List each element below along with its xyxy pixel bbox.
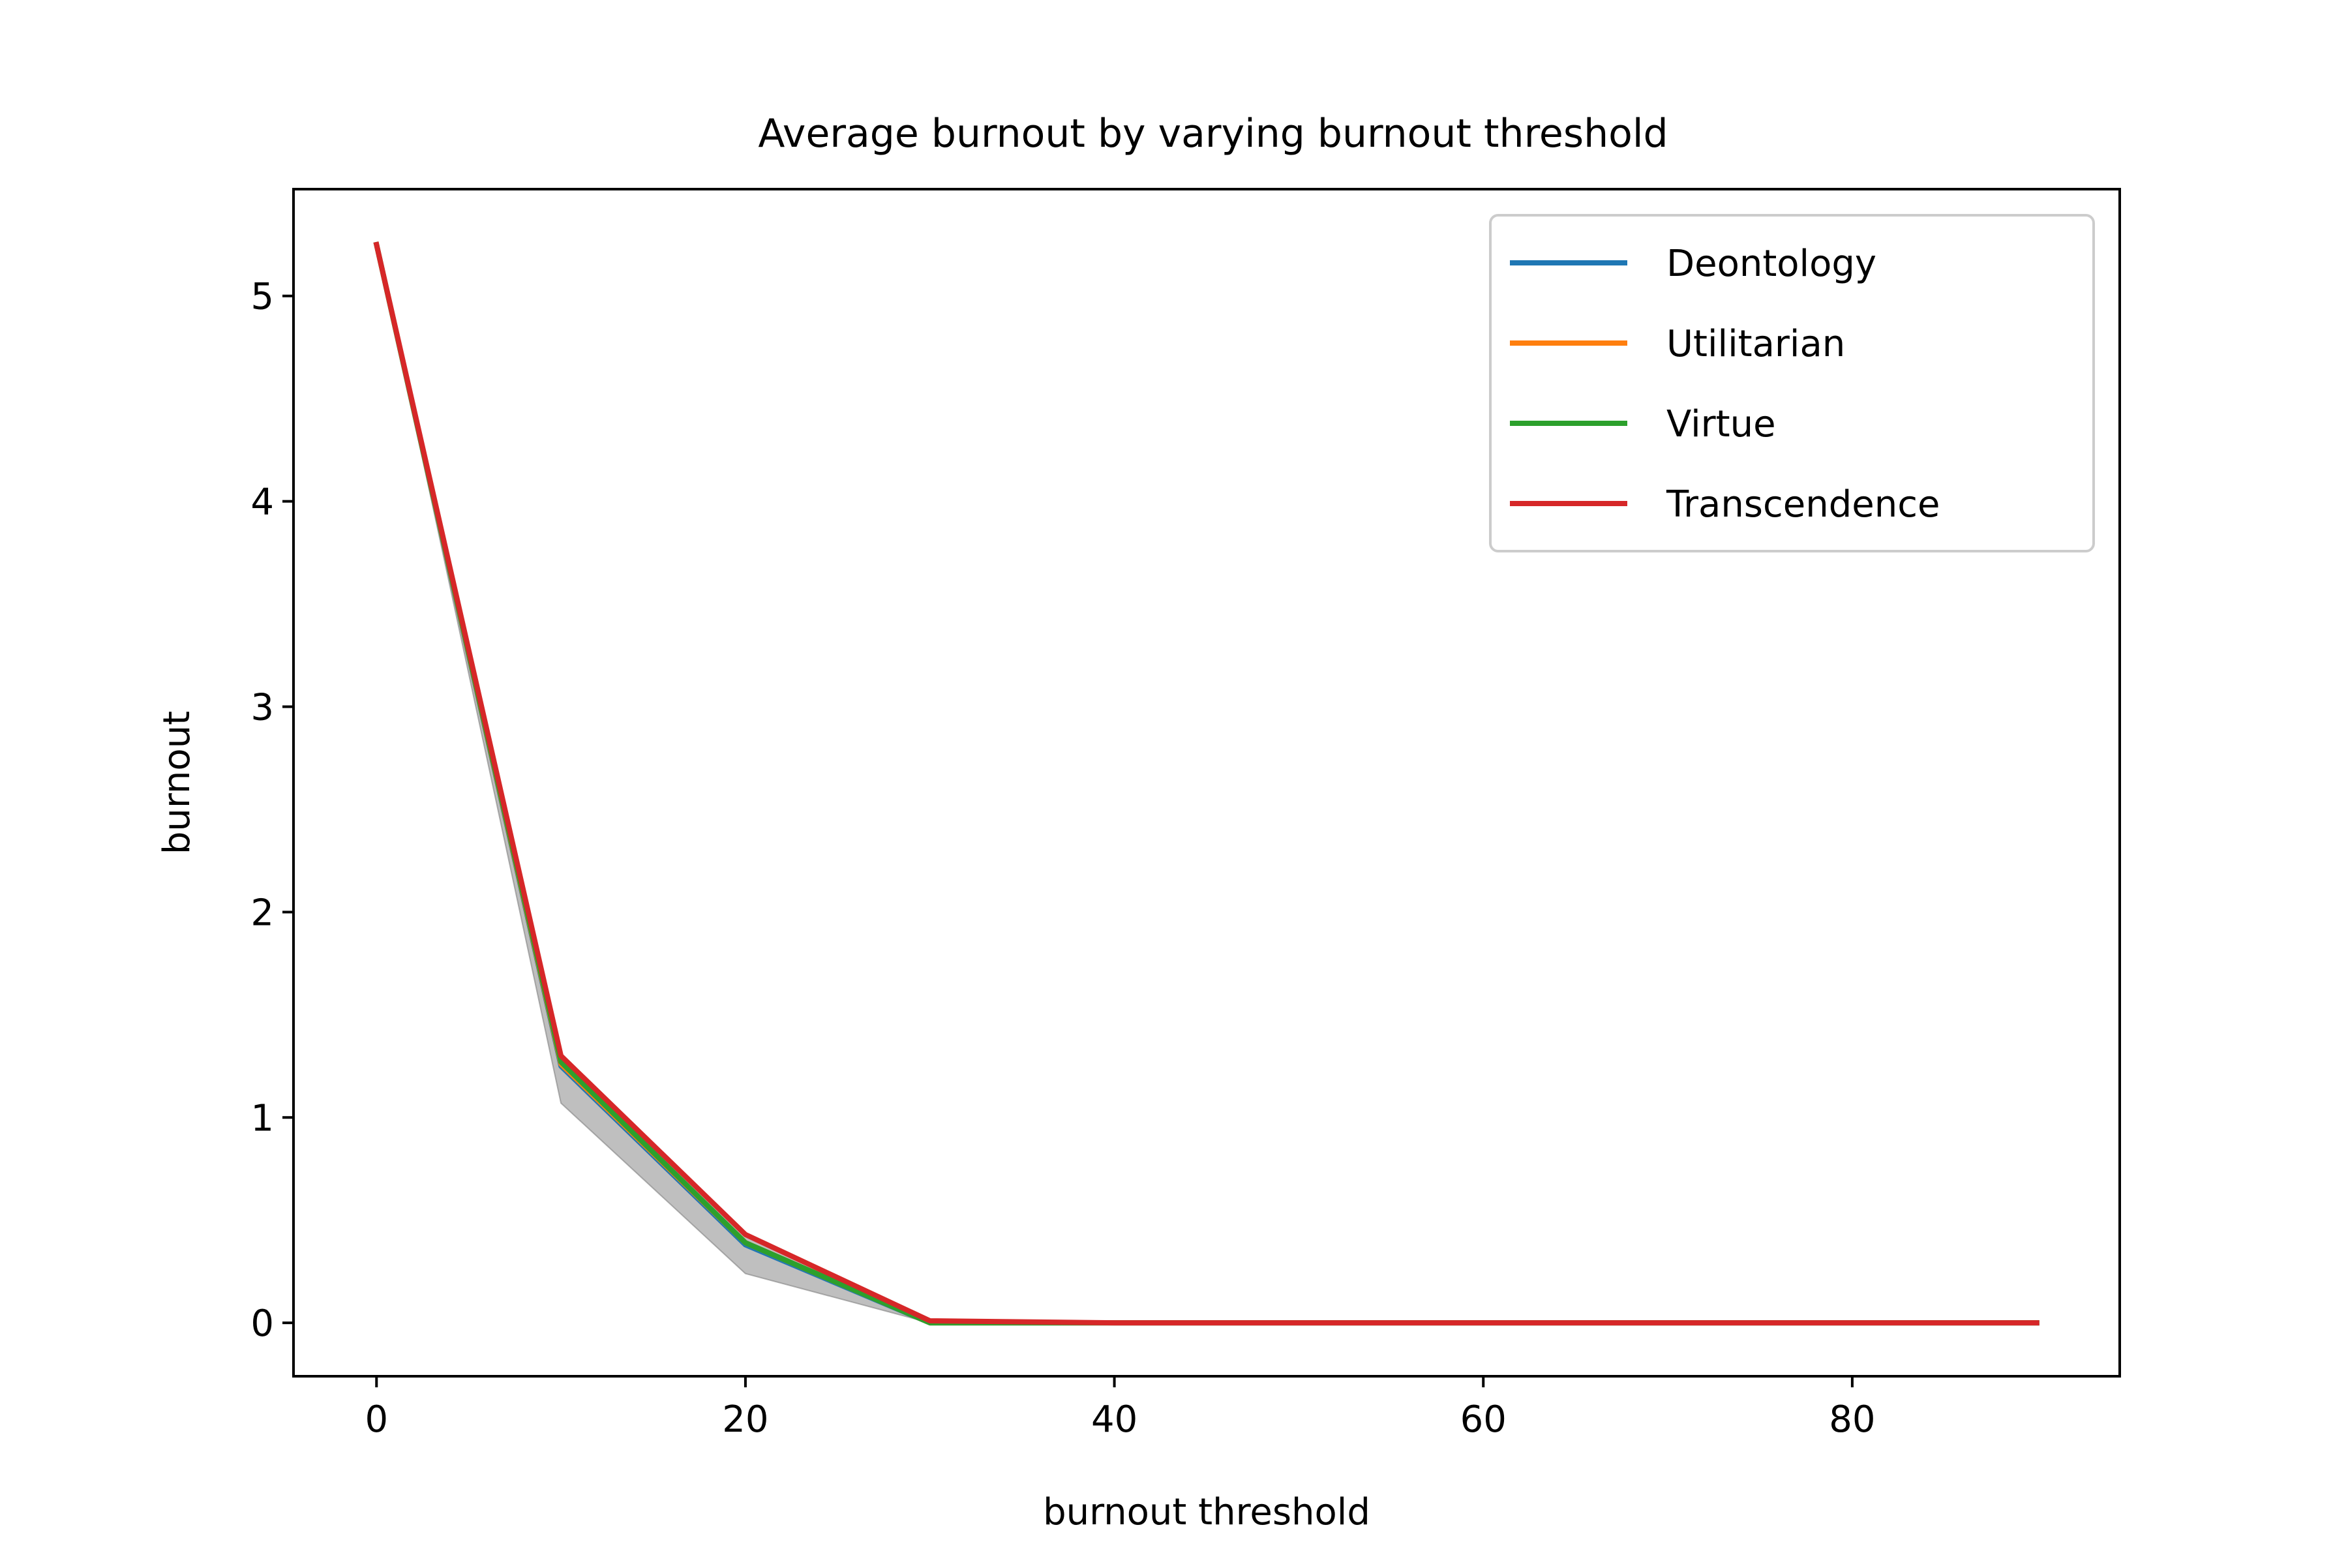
legend: Deontology Utilitarian Virtue Transcendence [1489, 214, 2095, 552]
plot-frame [292, 188, 2121, 1378]
series-layer [373, 241, 2039, 1326]
x-axis-ticks: 0 20 40 60 80 [365, 1376, 1876, 1441]
chart-title: Average burnout by varying burnout thres… [758, 111, 1668, 157]
y-axis-ticks: 0 1 2 3 4 5 [250, 276, 294, 1345]
legend-box [1489, 214, 2095, 552]
y-tick-label: 1 [250, 1097, 274, 1139]
x-tick-label: 20 [722, 1398, 768, 1441]
x-tick-label: 40 [1091, 1398, 1137, 1441]
x-tick-label: 60 [1460, 1398, 1507, 1441]
legend-label-utilitarian: Utilitarian [1666, 323, 1845, 365]
legend-label-transcendence: Transcendence [1666, 483, 1940, 526]
series-line-transcendence [373, 241, 2039, 1326]
y-axis-label: burnout [156, 711, 198, 854]
x-axis-label: burnout threshold [1043, 1491, 1370, 1533]
y-tick-label: 2 [250, 892, 274, 934]
y-tick-label: 3 [250, 686, 274, 729]
legend-items: Deontology Utilitarian Virtue Transcendence [1510, 243, 1940, 526]
x-tick-label: 0 [365, 1398, 388, 1441]
y-tick-label: 5 [250, 276, 274, 318]
legend-label-virtue: Virtue [1666, 403, 1776, 445]
y-tick-label: 4 [250, 481, 274, 524]
x-tick-label: 80 [1829, 1398, 1875, 1441]
y-tick-label: 0 [250, 1303, 274, 1345]
legend-label-deontology: Deontology [1666, 243, 1876, 285]
